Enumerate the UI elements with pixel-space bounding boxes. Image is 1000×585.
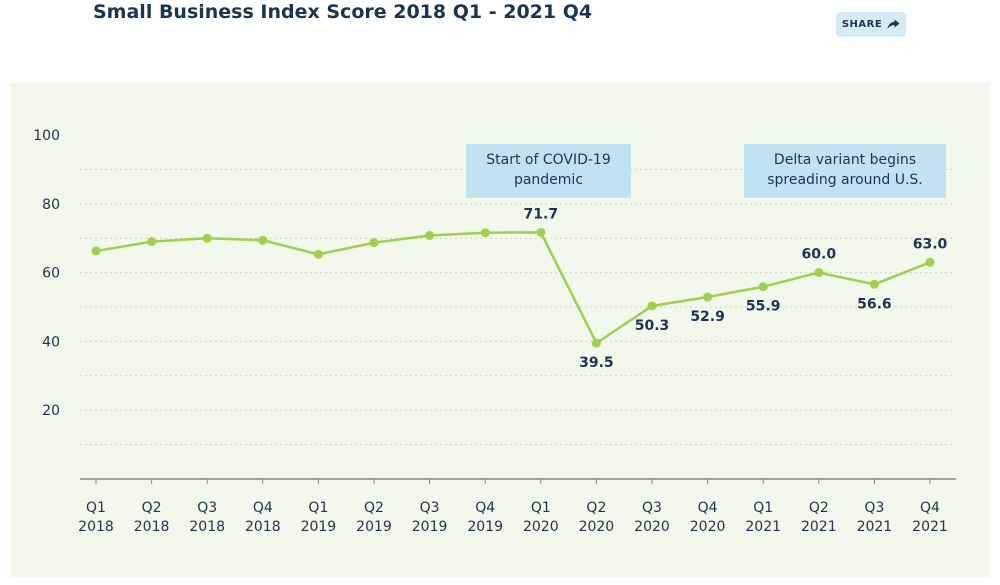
x-tick-label-year: 2019 xyxy=(301,519,337,535)
data-point xyxy=(369,238,379,248)
x-tick-label-quarter: Q1 xyxy=(86,500,106,516)
y-tick-label: 20 xyxy=(42,403,60,419)
x-tick-label-quarter: Q3 xyxy=(420,500,440,516)
data-point xyxy=(313,249,323,259)
data-point xyxy=(869,279,879,289)
x-tick-label-quarter: Q1 xyxy=(753,500,773,516)
data-label: 56.6 xyxy=(857,296,892,312)
x-tick-label-year: 2018 xyxy=(245,519,281,535)
data-label: 71.7 xyxy=(524,206,559,222)
y-tick-label: 40 xyxy=(42,334,60,350)
annotation-covid-line2: pandemic xyxy=(513,172,584,188)
data-point xyxy=(814,268,824,278)
x-tick-label-year: 2020 xyxy=(690,519,726,535)
x-tick-label-year: 2020 xyxy=(523,519,559,535)
x-tick-label-quarter: Q2 xyxy=(809,500,829,516)
data-label: 63.0 xyxy=(913,236,948,252)
share-arrow-icon xyxy=(887,19,900,29)
data-point xyxy=(758,282,768,292)
data-point xyxy=(925,257,935,267)
annotation-covid: Start of COVID-19 pandemic xyxy=(466,144,631,198)
x-tick-label-year: 2021 xyxy=(801,519,837,535)
x-tick-label-quarter: Q2 xyxy=(364,500,384,516)
x-tick-label-year: 2020 xyxy=(579,519,615,535)
data-point xyxy=(258,235,268,245)
share-label: SHARE xyxy=(841,19,883,30)
x-tick-label-quarter: Q4 xyxy=(920,500,940,516)
share-button[interactable]: SHARE xyxy=(836,12,906,37)
x-tick-label-year: 2019 xyxy=(467,519,503,535)
x-tick-label-year: 2018 xyxy=(189,519,225,535)
x-tick-label-quarter: Q3 xyxy=(642,500,662,516)
data-point xyxy=(147,237,157,247)
x-tick-label-quarter: Q4 xyxy=(475,500,495,516)
x-tick-label-year: 2019 xyxy=(412,519,448,535)
series-line xyxy=(95,231,931,345)
data-point xyxy=(480,228,490,238)
x-tick-label-quarter: Q4 xyxy=(698,500,718,516)
chart-panel: 20 40 60 80 100 Q1 2018 Q2 2018 Q3 2018 Q4 2018 Q1 201… xyxy=(10,83,990,577)
data-point xyxy=(425,230,435,240)
annotation-delta: Delta variant begins spreading around U.… xyxy=(744,144,946,198)
y-tick-label: 80 xyxy=(42,197,60,213)
x-tick-label-year: 2018 xyxy=(134,519,170,535)
data-point xyxy=(647,301,657,311)
x-tick-label-quarter: Q2 xyxy=(142,500,162,516)
x-tick-label-year: 2019 xyxy=(356,519,392,535)
data-label: 50.3 xyxy=(635,318,670,334)
y-tick-label: 100 xyxy=(33,128,60,144)
chart-title: Small Business Index Score 2018 Q1 - 202… xyxy=(93,1,593,23)
data-label: 39.5 xyxy=(579,355,614,371)
x-tick-label-quarter: Q1 xyxy=(308,500,328,516)
x-tick-label-year: 2018 xyxy=(78,519,114,535)
data-label: 52.9 xyxy=(690,309,725,325)
x-tick-label-year: 2021 xyxy=(745,519,781,535)
x-tick-label-quarter: Q2 xyxy=(586,500,606,516)
data-label: 55.9 xyxy=(746,299,781,315)
data-point xyxy=(703,292,713,302)
annotation-delta-line2: spreading around U.S. xyxy=(767,172,923,188)
annotation-delta-line1: Delta variant begins xyxy=(773,152,917,168)
line-chart: 20 40 60 80 100 Q1 2018 Q2 2018 Q3 2018 Q4 2018 Q1 201… xyxy=(33,128,956,535)
data-point xyxy=(202,233,212,243)
data-point xyxy=(536,227,546,237)
data-point xyxy=(591,338,601,348)
x-tick-label-quarter: Q3 xyxy=(864,500,884,516)
y-tick-label: 60 xyxy=(42,266,60,282)
x-tick-label-year: 2021 xyxy=(857,519,893,535)
annotation-covid-line1: Start of COVID-19 xyxy=(486,152,611,168)
x-tick-label-quarter: Q1 xyxy=(531,500,551,516)
data-label: 60.0 xyxy=(802,247,837,263)
x-tick-label-year: 2020 xyxy=(634,519,670,535)
x-tick-label-quarter: Q4 xyxy=(253,500,273,516)
x-tick-label-year: 2021 xyxy=(912,519,948,535)
data-point xyxy=(91,246,101,256)
x-tick-label-quarter: Q3 xyxy=(197,500,217,516)
